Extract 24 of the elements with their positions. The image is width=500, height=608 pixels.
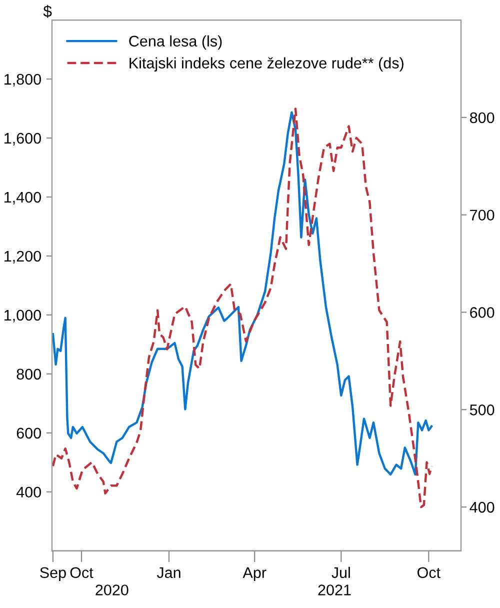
y-tick-label: 800 <box>16 368 41 380</box>
legend-label: Kitajski indeks cene železove rude** (ds) <box>130 57 404 72</box>
y-tick-label: 400 <box>16 486 41 498</box>
y-tick-label: 1,800 <box>4 74 41 87</box>
y2-tick-label: 600 <box>470 307 494 318</box>
y-tick-label: 1,400 <box>4 192 41 204</box>
y-tick-label: 1,200 <box>4 250 41 264</box>
x-tick-label: Oct <box>418 567 440 578</box>
y2-tick-label: 500 <box>470 404 494 416</box>
y2-tick-label: 800 <box>470 112 494 124</box>
y-tick-label: 600 <box>16 428 41 439</box>
x2-tick-label: 2020 <box>96 584 128 596</box>
x-tick-label: Oct <box>70 567 94 578</box>
x-tick-label: Jul <box>332 566 350 578</box>
y-tick-label: 1,600 <box>4 132 41 146</box>
legend-label: Cena lesa (ls) <box>129 35 222 50</box>
x2-tick-label: 2021 <box>318 584 351 596</box>
x-tick-label: Apr <box>242 567 266 582</box>
y2-tick-label: 400 <box>470 502 494 513</box>
x-tick-label: Jan <box>156 567 180 578</box>
y-axis-title: $ <box>43 4 52 18</box>
y2-tick-label: 700 <box>470 210 494 221</box>
x-tick-label: Sep <box>40 567 66 582</box>
y-tick-label: 1,000 <box>4 310 41 322</box>
